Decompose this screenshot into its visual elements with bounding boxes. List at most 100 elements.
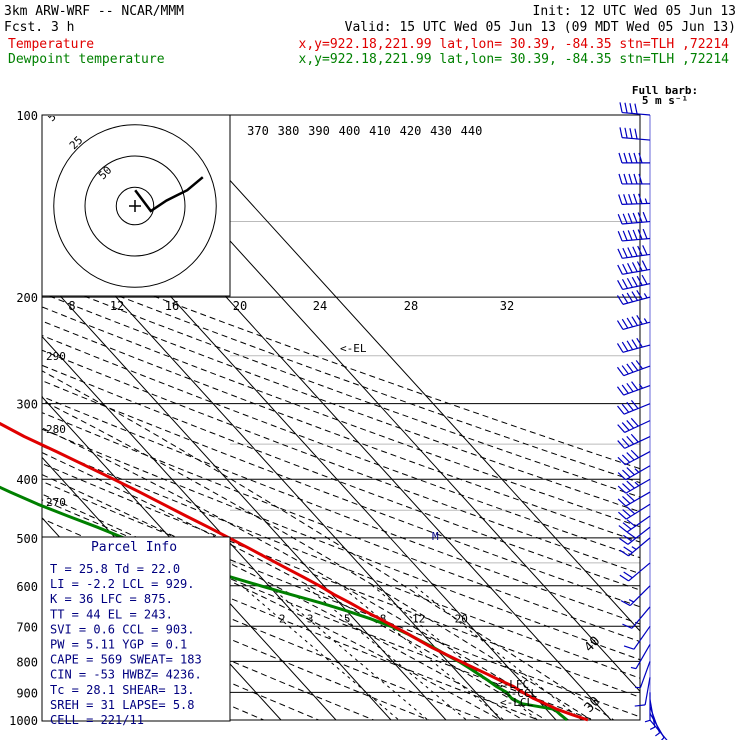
dry-adiabat-line [42,278,640,498]
wind-barb-feather [626,420,635,429]
pressure-axis: 100 200 300 400 500 600 700 800 900 1000 [9,109,38,728]
parcel-info-row: T = 25.8 Td = 22.0 [50,562,180,576]
wind-barb-feather [626,452,635,461]
wind-barb-feather [624,102,628,114]
wind-barb-feather [626,363,634,373]
mixing-ratio-line [305,585,468,720]
wind-barb-feather [618,194,623,205]
wind-barb-feather [619,574,629,582]
wind-barb-feather [628,152,633,164]
wind-barb-feather [630,449,639,459]
theta-label: 420 [400,124,422,138]
pressure-tick-label: 300 [16,398,38,412]
dry-adiabat-line [42,428,640,661]
parcel-info-row: CELL = 221/11 [50,713,144,727]
wind-barb-feather [628,193,633,205]
wind-barb-feather [626,292,634,303]
wind-barb-feather [627,262,633,273]
dry-adiabat-line [42,364,640,591]
wind-barb-staff [639,661,651,688]
wind-barb-feather [626,435,635,445]
wind-barb-feather [618,152,623,164]
wind-barb-feather [617,440,626,449]
wind-barb-feather [634,128,638,140]
wind-barb-half-feather [631,546,637,550]
wind-barb-feather [622,495,631,505]
wind-barb-feather [634,704,646,707]
dry-adiabat-line [42,480,640,718]
wind-barb-feather [631,276,638,287]
wind-barb-feather [617,231,623,242]
pressure-tick-label: 500 [16,532,38,546]
theta-e-label: 8 [68,299,75,313]
wind-barb-feather [636,289,643,300]
parcel-info-row: LI = -2.2 LCL = 929. [50,577,195,591]
wind-barb-feather [619,127,623,138]
wind-barb-half-feather [634,468,640,473]
parcel-info-rows: T = 25.8 Td = 22.0LI = -2.2 LCL = 929.K … [50,562,202,727]
dry-adiabat-line [42,320,640,543]
wind-barb-half-feather [638,383,643,389]
moist-adiabat-line [42,452,548,720]
wind-barb-feather [617,214,623,225]
wind-barb-feather [618,173,623,185]
theta-left-label: 280 [46,423,66,436]
pressure-tick-label: 100 [16,109,38,123]
wind-barb-feather [636,275,643,286]
isotherm-line [42,335,392,720]
wind-barb-feather [626,493,635,502]
mixing-ratio-label: 8 [380,612,387,625]
wind-barb-feather [626,531,637,539]
dry-adiabat-line [42,463,640,698]
dewpoint-location: x,y=922.18,221.99 lat,lon= 30.39, -84.35… [299,52,730,67]
wind-barb-feather [617,405,625,415]
wind-barb-feather [621,365,629,375]
wind-barb-feather [619,549,629,557]
wind-barb-feather [619,537,629,545]
wind-barb-feather [617,472,627,481]
parcel-info-box [41,536,231,722]
wind-barb-feather [642,245,648,256]
wind-barb-feather [617,248,623,259]
theta-label: 400 [339,124,361,138]
dry-adiabat-line [42,292,640,513]
wind-barb-feather [626,401,634,411]
wind-barb-feather [621,438,630,447]
pressure-tick-label: 400 [16,473,38,487]
theta-e-label: 32 [500,299,514,313]
wind-barb-feather [623,194,628,205]
hodograph-ring-label: 5 [45,110,59,124]
wind-barb-feather [622,469,631,478]
wind-barb-half-feather [644,719,651,723]
wind-barb-feather [628,173,633,185]
isotherm-line [170,115,640,632]
theta-left-label: 290 [46,350,66,363]
mixing-ratio-label: 3 [307,612,314,625]
wind-barb-feather [623,645,635,650]
wind-barb-feather [641,274,648,285]
parcel-info-title: Parcel Info [91,540,177,555]
wind-barb-feather [630,400,639,409]
pressure-tick-label: 900 [16,686,38,700]
wind-barb-feather [626,519,636,527]
wind-barb-half-feather [655,732,660,737]
wind-barb-feather [629,103,633,114]
wind-barb-feather [624,127,628,139]
wind-barb-feather [631,291,638,301]
wind-barb-staff [635,644,651,669]
forecast-hour: Fcst. 3 h [4,20,74,35]
wind-barb-feather [616,386,625,396]
theta-label: 370 [247,124,269,138]
wind-barb-feather [621,384,629,394]
wind-barb-feather [620,600,631,607]
dewpoint-legend: Dewpoint temperature [8,52,165,67]
dry-adiabat-line [42,599,321,720]
wind-barb-staff [631,606,651,629]
mixing-ratio-label: 5 [344,612,351,625]
storm-motion-marker: M [432,530,439,543]
wind-barb-feather [617,456,626,466]
ccl-annotation: <-CCL [504,687,537,700]
wind-barb-half-feather [649,726,656,730]
wind-barb-feather [636,261,643,272]
